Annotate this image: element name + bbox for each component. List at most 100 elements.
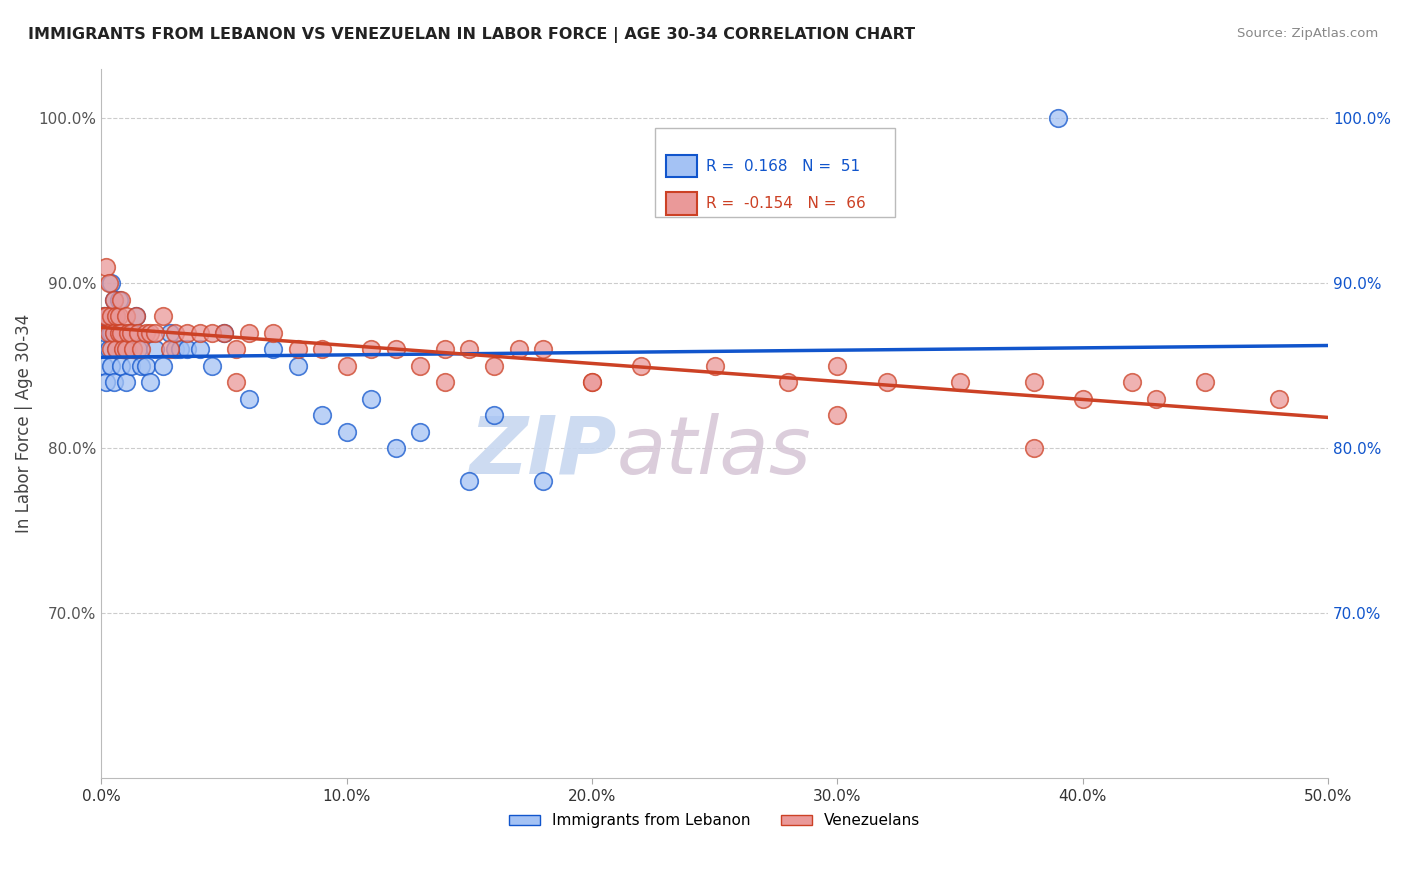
- Point: [129, 342, 152, 356]
- Point: [949, 375, 972, 389]
- Point: [93, 309, 115, 323]
- Point: [287, 342, 309, 356]
- Point: [212, 326, 235, 340]
- Point: [110, 326, 132, 340]
- Point: [385, 441, 408, 455]
- Point: [581, 375, 603, 389]
- Point: [176, 342, 198, 356]
- Point: [127, 326, 149, 340]
- Point: [115, 342, 138, 356]
- Point: [163, 342, 186, 356]
- Point: [96, 260, 118, 274]
- Point: [876, 375, 898, 389]
- Point: [125, 309, 148, 323]
- Point: [105, 342, 128, 356]
- Point: [100, 326, 122, 340]
- Point: [100, 309, 122, 323]
- Point: [163, 326, 186, 340]
- Legend: Immigrants from Lebanon, Venezuelans: Immigrants from Lebanon, Venezuelans: [503, 807, 927, 834]
- Point: [105, 309, 128, 323]
- Point: [97, 326, 120, 340]
- Point: [385, 342, 408, 356]
- Point: [117, 326, 139, 340]
- Point: [212, 326, 235, 340]
- Point: [125, 309, 148, 323]
- Point: [225, 342, 247, 356]
- Point: [103, 293, 125, 307]
- Point: [152, 359, 174, 373]
- Point: [201, 359, 224, 373]
- Point: [115, 309, 138, 323]
- Point: [482, 359, 505, 373]
- Point: [827, 408, 849, 422]
- Point: [1022, 375, 1045, 389]
- Point: [115, 342, 138, 356]
- Point: [225, 375, 247, 389]
- Point: [262, 342, 284, 356]
- Point: [159, 326, 181, 340]
- Point: [152, 309, 174, 323]
- Point: [508, 342, 530, 356]
- Point: [581, 375, 603, 389]
- Point: [703, 359, 725, 373]
- Text: Source: ZipAtlas.com: Source: ZipAtlas.com: [1237, 27, 1378, 40]
- Y-axis label: In Labor Force | Age 30-34: In Labor Force | Age 30-34: [15, 314, 32, 533]
- Point: [105, 342, 128, 356]
- Point: [176, 326, 198, 340]
- Point: [360, 342, 382, 356]
- Point: [97, 309, 120, 323]
- Text: IMMIGRANTS FROM LEBANON VS VENEZUELAN IN LABOR FORCE | AGE 30-34 CORRELATION CHA: IMMIGRANTS FROM LEBANON VS VENEZUELAN IN…: [28, 27, 915, 43]
- Point: [100, 276, 122, 290]
- Point: [139, 326, 162, 340]
- Point: [1022, 441, 1045, 455]
- Point: [103, 293, 125, 307]
- Point: [336, 359, 359, 373]
- Point: [105, 309, 128, 323]
- Point: [112, 326, 135, 340]
- Text: ZIP: ZIP: [470, 413, 617, 491]
- Point: [238, 392, 260, 406]
- Point: [110, 359, 132, 373]
- Point: [100, 342, 122, 356]
- Point: [778, 375, 800, 389]
- Point: [110, 293, 132, 307]
- Point: [201, 326, 224, 340]
- Point: [262, 326, 284, 340]
- Point: [107, 326, 129, 340]
- Point: [458, 474, 481, 488]
- Point: [122, 342, 145, 356]
- Point: [103, 375, 125, 389]
- Point: [188, 342, 211, 356]
- Point: [96, 375, 118, 389]
- Point: [107, 309, 129, 323]
- Point: [1144, 392, 1167, 406]
- Point: [115, 375, 138, 389]
- Point: [531, 342, 554, 356]
- Point: [103, 326, 125, 340]
- Point: [311, 408, 333, 422]
- Point: [139, 375, 162, 389]
- Point: [1268, 392, 1291, 406]
- Point: [433, 375, 456, 389]
- Point: [120, 326, 142, 340]
- Point: [103, 326, 125, 340]
- Point: [360, 392, 382, 406]
- Point: [1194, 375, 1216, 389]
- Point: [100, 359, 122, 373]
- Point: [1121, 375, 1143, 389]
- Point: [117, 342, 139, 356]
- Point: [1071, 392, 1094, 406]
- Point: [96, 309, 118, 323]
- Point: [112, 342, 135, 356]
- Text: R =  -0.154   N =  66: R = -0.154 N = 66: [706, 196, 866, 211]
- Point: [93, 359, 115, 373]
- Point: [129, 359, 152, 373]
- Point: [311, 342, 333, 356]
- Point: [120, 359, 142, 373]
- Point: [238, 326, 260, 340]
- Point: [97, 276, 120, 290]
- Point: [159, 342, 181, 356]
- Point: [409, 425, 432, 439]
- Point: [482, 408, 505, 422]
- Point: [531, 474, 554, 488]
